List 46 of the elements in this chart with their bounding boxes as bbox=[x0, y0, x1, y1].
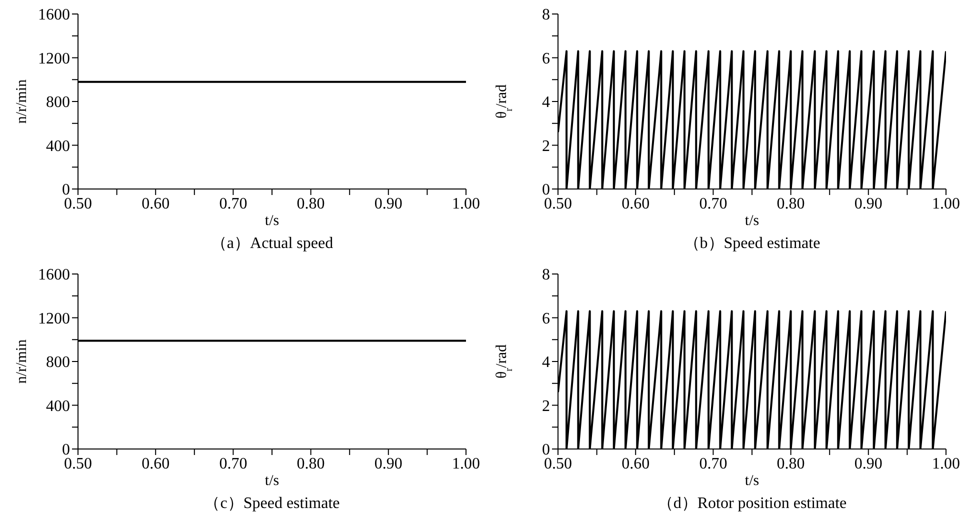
y-tick-label: 2 bbox=[542, 398, 550, 415]
x-tick-label: 0.80 bbox=[776, 455, 805, 472]
x-tick-label: 0.60 bbox=[142, 455, 170, 472]
x-tick-label: 0.90 bbox=[374, 455, 402, 472]
text: （c）Speed estimate bbox=[203, 494, 341, 514]
y-tick-label: 1600 bbox=[38, 6, 70, 24]
x-tick-label: 0.60 bbox=[622, 455, 650, 472]
y-tick-label: 400 bbox=[46, 138, 70, 155]
y-tick-label: 2 bbox=[542, 138, 550, 155]
x-tick-label: 0.70 bbox=[699, 195, 728, 212]
text: （b）Speed estimate bbox=[682, 234, 822, 254]
y-tick-label: 1200 bbox=[38, 50, 70, 68]
x-tick-label: 0.80 bbox=[296, 455, 325, 472]
text: （a）Actual speed bbox=[210, 234, 334, 254]
x-tick-label: 0.90 bbox=[854, 455, 882, 472]
x-tick-label: 0.70 bbox=[219, 195, 248, 212]
x-tick-label: 0.60 bbox=[622, 195, 650, 212]
x-tick-label: 0.60 bbox=[142, 195, 170, 212]
y-tick-label: 4 bbox=[542, 354, 550, 372]
y-tick-label: 400 bbox=[46, 398, 70, 415]
x-axis-title: t/s bbox=[264, 213, 280, 230]
y-axis-title: n/r/min bbox=[14, 338, 30, 384]
x-tick-label: 1.00 bbox=[452, 195, 480, 212]
y-tick-label: 6 bbox=[542, 310, 550, 328]
y-tick-label: 8 bbox=[542, 6, 550, 24]
y-tick-label: 6 bbox=[542, 50, 550, 68]
x-tick-label: 0.70 bbox=[699, 455, 728, 472]
x-axis-title: t/s bbox=[744, 473, 760, 490]
y-tick-label: 800 bbox=[46, 354, 70, 372]
text: （d）Rotor position estimate bbox=[656, 494, 848, 514]
x-tick-label: 0.70 bbox=[219, 455, 248, 472]
y-tick-label: 8 bbox=[542, 266, 550, 284]
y-tick-label: 800 bbox=[46, 94, 70, 112]
x-tick-label: 0.90 bbox=[374, 195, 402, 212]
y-tick-label: 1600 bbox=[38, 266, 70, 284]
x-tick-label: 1.00 bbox=[932, 195, 960, 212]
x-tick-label: 0.80 bbox=[296, 195, 325, 212]
x-axis-title: t/s bbox=[264, 473, 280, 490]
y-axis-title: n/r/min bbox=[14, 78, 30, 124]
x-tick-label: 0.80 bbox=[776, 195, 805, 212]
y-tick-label: 4 bbox=[542, 94, 550, 112]
x-tick-label: 1.00 bbox=[932, 455, 960, 472]
x-tick-label: 0.90 bbox=[854, 195, 882, 212]
x-axis-title: t/s bbox=[744, 213, 760, 230]
x-tick-label: 1.00 bbox=[452, 455, 480, 472]
y-tick-label: 1200 bbox=[38, 310, 70, 328]
